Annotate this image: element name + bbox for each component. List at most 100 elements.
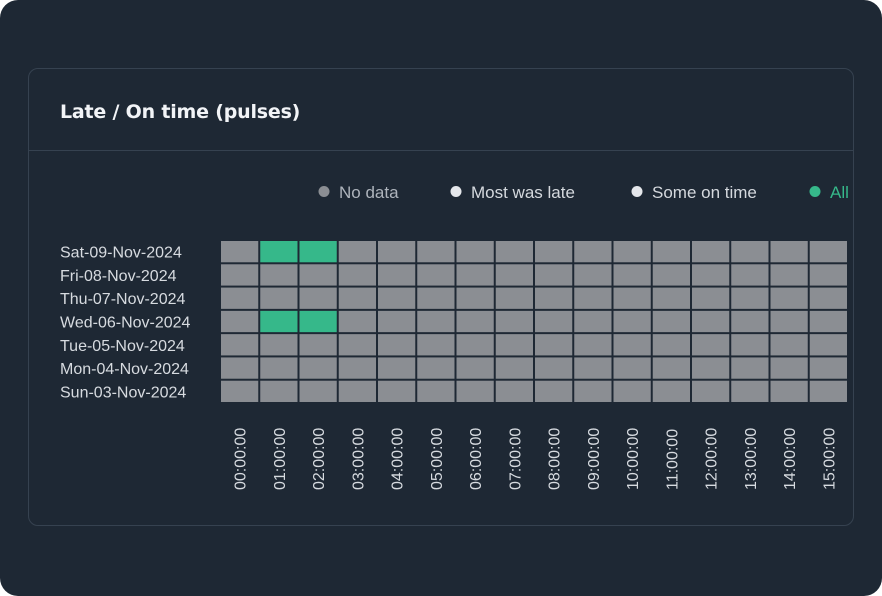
heatmap-cell[interactable] xyxy=(731,310,769,333)
heatmap-cell[interactable] xyxy=(378,310,416,333)
heatmap-cell[interactable] xyxy=(809,241,847,263)
legend-item-3[interactable]: All xyxy=(809,183,849,202)
heatmap-cell[interactable] xyxy=(495,334,533,356)
heatmap-cell[interactable] xyxy=(260,357,298,379)
heatmap-cell[interactable] xyxy=(652,310,690,333)
heatmap-cell[interactable] xyxy=(456,380,494,402)
heatmap-cell[interactable] xyxy=(417,241,455,263)
heatmap-cell[interactable] xyxy=(731,334,769,356)
heatmap-cell[interactable] xyxy=(809,334,847,356)
heatmap-cell[interactable] xyxy=(299,334,337,356)
heatmap-cell[interactable] xyxy=(299,380,337,402)
heatmap-cell[interactable] xyxy=(299,287,337,309)
heatmap-cell[interactable] xyxy=(378,380,416,402)
heatmap-cell[interactable] xyxy=(613,310,651,333)
heatmap-cell[interactable] xyxy=(221,241,259,263)
heatmap-cell[interactable] xyxy=(574,357,612,379)
heatmap-cell[interactable] xyxy=(260,287,298,309)
heatmap-cell[interactable] xyxy=(378,334,416,356)
heatmap-cell[interactable] xyxy=(535,264,573,286)
heatmap-cell[interactable] xyxy=(692,241,730,263)
heatmap-cell[interactable] xyxy=(338,310,376,333)
heatmap-cell[interactable] xyxy=(809,380,847,402)
heatmap-cell[interactable] xyxy=(378,264,416,286)
heatmap-cell[interactable] xyxy=(535,310,573,333)
heatmap-cell[interactable] xyxy=(770,264,808,286)
heatmap-cell[interactable] xyxy=(495,310,533,333)
heatmap-cell[interactable] xyxy=(221,287,259,309)
heatmap-cell[interactable] xyxy=(613,357,651,379)
heatmap-cell[interactable] xyxy=(770,287,808,309)
heatmap-cell[interactable] xyxy=(456,357,494,379)
heatmap-cell[interactable] xyxy=(378,241,416,263)
heatmap-cell[interactable] xyxy=(574,287,612,309)
heatmap-cell[interactable] xyxy=(299,357,337,379)
heatmap-cell[interactable] xyxy=(456,310,494,333)
heatmap-cell[interactable] xyxy=(692,287,730,309)
heatmap-cell[interactable] xyxy=(613,334,651,356)
legend-item-0[interactable]: No data xyxy=(318,183,400,202)
heatmap-cell[interactable] xyxy=(221,264,259,286)
heatmap-cell[interactable] xyxy=(417,264,455,286)
legend-item-1[interactable]: Most was late xyxy=(450,183,575,202)
heatmap-cell[interactable] xyxy=(692,357,730,379)
heatmap-cell[interactable] xyxy=(338,357,376,379)
heatmap-cell[interactable] xyxy=(299,310,337,333)
heatmap-cell[interactable] xyxy=(299,241,337,263)
heatmap-cell[interactable] xyxy=(495,241,533,263)
heatmap-cell[interactable] xyxy=(652,287,690,309)
heatmap-cell[interactable] xyxy=(535,357,573,379)
heatmap-cell[interactable] xyxy=(260,310,298,333)
heatmap-cell[interactable] xyxy=(731,264,769,286)
heatmap-cell[interactable] xyxy=(338,264,376,286)
heatmap-cell[interactable] xyxy=(613,380,651,402)
heatmap-cell[interactable] xyxy=(260,380,298,402)
heatmap-cell[interactable] xyxy=(535,287,573,309)
heatmap-cell[interactable] xyxy=(535,334,573,356)
heatmap-cell[interactable] xyxy=(731,287,769,309)
heatmap-cell[interactable] xyxy=(535,380,573,402)
heatmap-cell[interactable] xyxy=(652,380,690,402)
heatmap-cell[interactable] xyxy=(770,310,808,333)
legend-item-2[interactable]: Some on time xyxy=(631,183,757,202)
heatmap-cell[interactable] xyxy=(809,357,847,379)
heatmap-cell[interactable] xyxy=(417,380,455,402)
heatmap-cell[interactable] xyxy=(652,241,690,263)
heatmap-cell[interactable] xyxy=(574,334,612,356)
heatmap-cell[interactable] xyxy=(770,380,808,402)
heatmap-cell[interactable] xyxy=(378,287,416,309)
heatmap-cell[interactable] xyxy=(574,241,612,263)
heatmap-cell[interactable] xyxy=(221,357,259,379)
heatmap-cell[interactable] xyxy=(731,357,769,379)
heatmap-cell[interactable] xyxy=(260,264,298,286)
heatmap-cell[interactable] xyxy=(221,310,259,333)
heatmap-cell[interactable] xyxy=(417,287,455,309)
heatmap-cell[interactable] xyxy=(299,264,337,286)
heatmap-cell[interactable] xyxy=(613,264,651,286)
heatmap-cell[interactable] xyxy=(495,380,533,402)
heatmap-cell[interactable] xyxy=(456,241,494,263)
heatmap-cell[interactable] xyxy=(692,380,730,402)
heatmap-cell[interactable] xyxy=(378,357,416,379)
heatmap-cell[interactable] xyxy=(338,334,376,356)
heatmap-cell[interactable] xyxy=(574,380,612,402)
heatmap-cell[interactable] xyxy=(574,264,612,286)
heatmap-cell[interactable] xyxy=(652,264,690,286)
heatmap-cell[interactable] xyxy=(495,287,533,309)
heatmap-cell[interactable] xyxy=(574,310,612,333)
heatmap-cell[interactable] xyxy=(692,334,730,356)
heatmap-cell[interactable] xyxy=(338,380,376,402)
heatmap-cell[interactable] xyxy=(613,287,651,309)
heatmap-cell[interactable] xyxy=(692,264,730,286)
heatmap-cell[interactable] xyxy=(731,241,769,263)
heatmap-cell[interactable] xyxy=(221,334,259,356)
heatmap-cell[interactable] xyxy=(731,380,769,402)
heatmap-cell[interactable] xyxy=(809,287,847,309)
heatmap-cell[interactable] xyxy=(652,357,690,379)
heatmap-cell[interactable] xyxy=(338,287,376,309)
heatmap-cell[interactable] xyxy=(770,241,808,263)
heatmap-cell[interactable] xyxy=(456,287,494,309)
heatmap-cell[interactable] xyxy=(770,357,808,379)
heatmap-cell[interactable] xyxy=(417,357,455,379)
heatmap-cell[interactable] xyxy=(809,310,847,333)
